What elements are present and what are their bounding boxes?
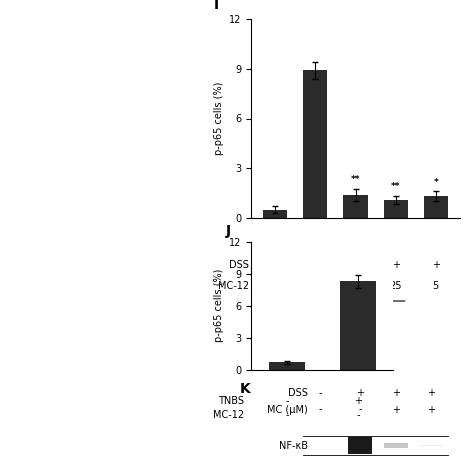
Text: +: + [392,404,400,415]
Text: MC-12: MC-12 [213,410,244,420]
Text: +: + [354,396,362,406]
Bar [263,210,287,218]
Bar [303,71,328,218]
Text: +: + [392,388,400,399]
Text: -: - [318,388,322,399]
Text: +: + [311,260,319,270]
Text: 5: 5 [433,281,439,291]
Bar [340,281,375,370]
Text: ip: ip [371,311,380,321]
Y-axis label: p-p65 cells (%): p-p65 cells (%) [214,269,224,342]
Text: **: ** [351,175,360,184]
Bar [383,200,408,218]
Text: +: + [428,404,435,415]
Text: -: - [285,396,289,406]
Text: J: J [226,224,231,238]
Text: +: + [392,260,400,270]
Text: 5: 5 [352,281,359,291]
Text: +: + [432,260,440,270]
Text: TNBS: TNBS [218,396,244,406]
Text: -: - [318,404,322,415]
Text: +: + [352,260,359,270]
Text: DSS: DSS [288,388,308,399]
Text: MC (μM): MC (μM) [267,404,308,415]
Text: -: - [356,410,360,420]
Bar [344,195,367,218]
Text: +: + [356,388,364,399]
Text: -: - [273,260,277,270]
Text: NF-κB: NF-κB [279,440,308,451]
Text: *: * [433,178,438,187]
Text: 25: 25 [389,281,402,291]
Text: DSS: DSS [229,260,249,270]
Y-axis label: p-p65 cells (%): p-p65 cells (%) [214,82,224,155]
Bar [384,444,408,447]
Text: MC-12: MC-12 [218,281,249,291]
Text: -: - [314,281,317,291]
Bar [269,362,304,370]
Text: -: - [273,281,277,291]
Bar [419,445,443,446]
Bar [348,437,372,454]
Text: I: I [214,0,219,12]
Text: K: K [239,382,250,396]
Text: +: + [428,388,435,399]
Text: **: ** [391,182,401,191]
Bar [424,197,448,218]
Text: -: - [358,404,362,415]
Text: -: - [285,410,289,420]
